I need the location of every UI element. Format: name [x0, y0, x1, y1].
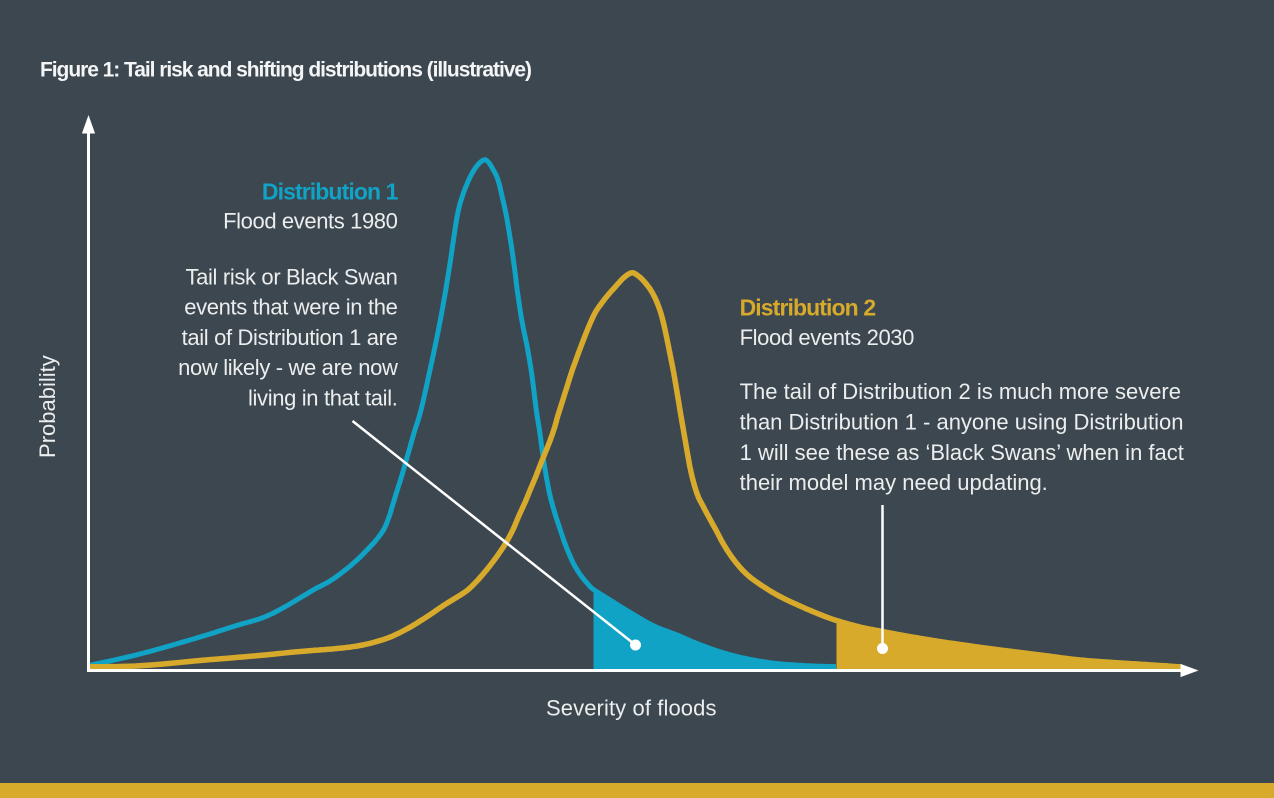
svg-text:Distribution 2: Distribution 2 [740, 294, 876, 320]
svg-text:The tail of Distribution 2 is: The tail of Distribution 2 is much more … [740, 379, 1181, 404]
svg-text:now likely - we are now: now likely - we are now [178, 355, 398, 380]
svg-text:tail of Distribution 1 are: tail of Distribution 1 are [182, 325, 398, 350]
svg-text:living in that tail.: living in that tail. [248, 386, 398, 411]
svg-text:Distribution 1: Distribution 1 [262, 179, 399, 205]
svg-text:Flood events 1980: Flood events 1980 [223, 209, 398, 234]
svg-text:Severity of floods: Severity of floods [546, 695, 717, 720]
svg-text:than Distribution 1 - anyone u: than Distribution 1 - anyone using Distr… [740, 409, 1184, 434]
svg-text:events that were in the: events that were in the [184, 295, 397, 320]
svg-text:their model may need updating.: their model may need updating. [740, 470, 1048, 495]
svg-text:Figure 1: Tail risk and shifti: Figure 1: Tail risk and shifting distrib… [40, 58, 531, 81]
svg-text:Tail risk or Black Swan: Tail risk or Black Swan [185, 264, 397, 289]
svg-text:1 will see these as ‘Black Swa: 1 will see these as ‘Black Swans’ when i… [740, 440, 1184, 465]
svg-text:Flood events 2030: Flood events 2030 [740, 325, 915, 350]
svg-text:Probability: Probability [35, 355, 60, 458]
